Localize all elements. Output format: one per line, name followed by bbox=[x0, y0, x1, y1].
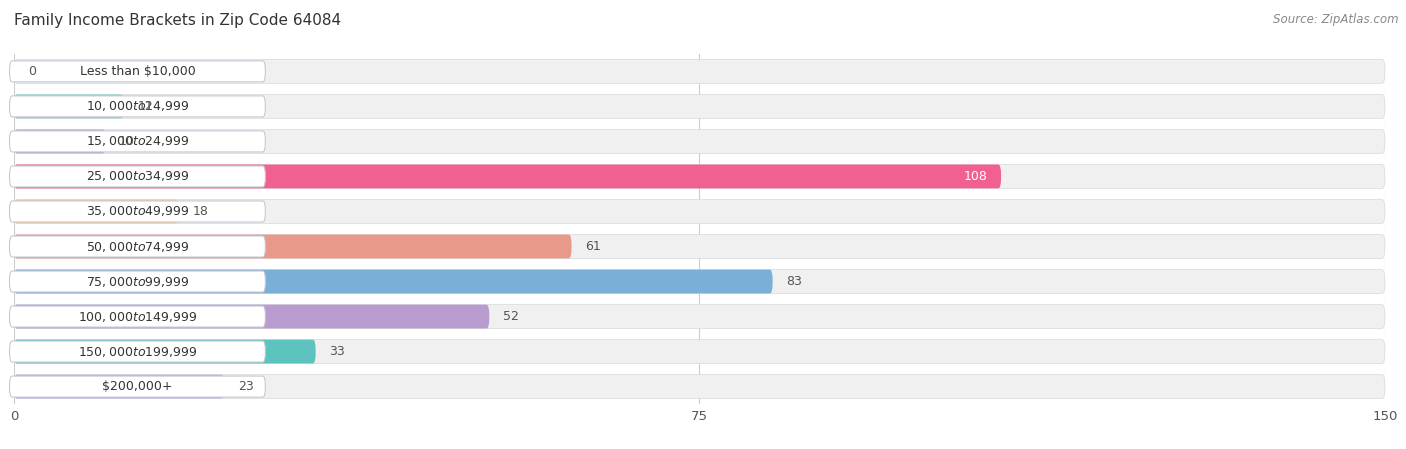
Text: 23: 23 bbox=[238, 380, 253, 393]
FancyBboxPatch shape bbox=[10, 96, 266, 117]
FancyBboxPatch shape bbox=[14, 304, 1385, 329]
FancyBboxPatch shape bbox=[10, 376, 266, 397]
Text: 12: 12 bbox=[138, 100, 153, 113]
Text: $75,000 to $99,999: $75,000 to $99,999 bbox=[86, 274, 190, 289]
FancyBboxPatch shape bbox=[14, 304, 489, 329]
Text: Source: ZipAtlas.com: Source: ZipAtlas.com bbox=[1274, 13, 1399, 26]
Text: 108: 108 bbox=[963, 170, 987, 183]
FancyBboxPatch shape bbox=[14, 269, 1385, 294]
Text: $35,000 to $49,999: $35,000 to $49,999 bbox=[86, 204, 190, 219]
FancyBboxPatch shape bbox=[10, 306, 266, 327]
FancyBboxPatch shape bbox=[14, 269, 773, 294]
Text: Less than $10,000: Less than $10,000 bbox=[80, 65, 195, 78]
FancyBboxPatch shape bbox=[14, 234, 1385, 259]
Text: 61: 61 bbox=[585, 240, 600, 253]
Text: 0: 0 bbox=[28, 65, 35, 78]
FancyBboxPatch shape bbox=[14, 374, 225, 399]
FancyBboxPatch shape bbox=[10, 341, 266, 362]
FancyBboxPatch shape bbox=[14, 94, 1385, 119]
FancyBboxPatch shape bbox=[14, 199, 179, 224]
FancyBboxPatch shape bbox=[10, 236, 266, 257]
FancyBboxPatch shape bbox=[10, 201, 266, 222]
FancyBboxPatch shape bbox=[14, 234, 571, 259]
Text: 33: 33 bbox=[329, 345, 344, 358]
Text: 18: 18 bbox=[193, 205, 208, 218]
FancyBboxPatch shape bbox=[10, 61, 266, 82]
FancyBboxPatch shape bbox=[14, 374, 1385, 399]
Text: $50,000 to $74,999: $50,000 to $74,999 bbox=[86, 239, 190, 254]
FancyBboxPatch shape bbox=[14, 164, 1385, 189]
FancyBboxPatch shape bbox=[14, 199, 1385, 224]
Text: Family Income Brackets in Zip Code 64084: Family Income Brackets in Zip Code 64084 bbox=[14, 13, 342, 28]
Text: 10: 10 bbox=[120, 135, 135, 148]
FancyBboxPatch shape bbox=[10, 131, 266, 152]
FancyBboxPatch shape bbox=[10, 271, 266, 292]
FancyBboxPatch shape bbox=[14, 59, 1385, 84]
FancyBboxPatch shape bbox=[14, 129, 105, 154]
FancyBboxPatch shape bbox=[14, 129, 1385, 154]
Text: $25,000 to $34,999: $25,000 to $34,999 bbox=[86, 169, 190, 184]
Text: $10,000 to $14,999: $10,000 to $14,999 bbox=[86, 99, 190, 114]
Text: $150,000 to $199,999: $150,000 to $199,999 bbox=[77, 344, 197, 359]
FancyBboxPatch shape bbox=[14, 94, 124, 119]
FancyBboxPatch shape bbox=[14, 164, 1001, 189]
FancyBboxPatch shape bbox=[14, 339, 316, 364]
Text: $200,000+: $200,000+ bbox=[103, 380, 173, 393]
Text: 52: 52 bbox=[503, 310, 519, 323]
FancyBboxPatch shape bbox=[10, 166, 266, 187]
Text: $15,000 to $24,999: $15,000 to $24,999 bbox=[86, 134, 190, 149]
Text: 83: 83 bbox=[786, 275, 803, 288]
Text: $100,000 to $149,999: $100,000 to $149,999 bbox=[77, 309, 197, 324]
FancyBboxPatch shape bbox=[14, 339, 1385, 364]
